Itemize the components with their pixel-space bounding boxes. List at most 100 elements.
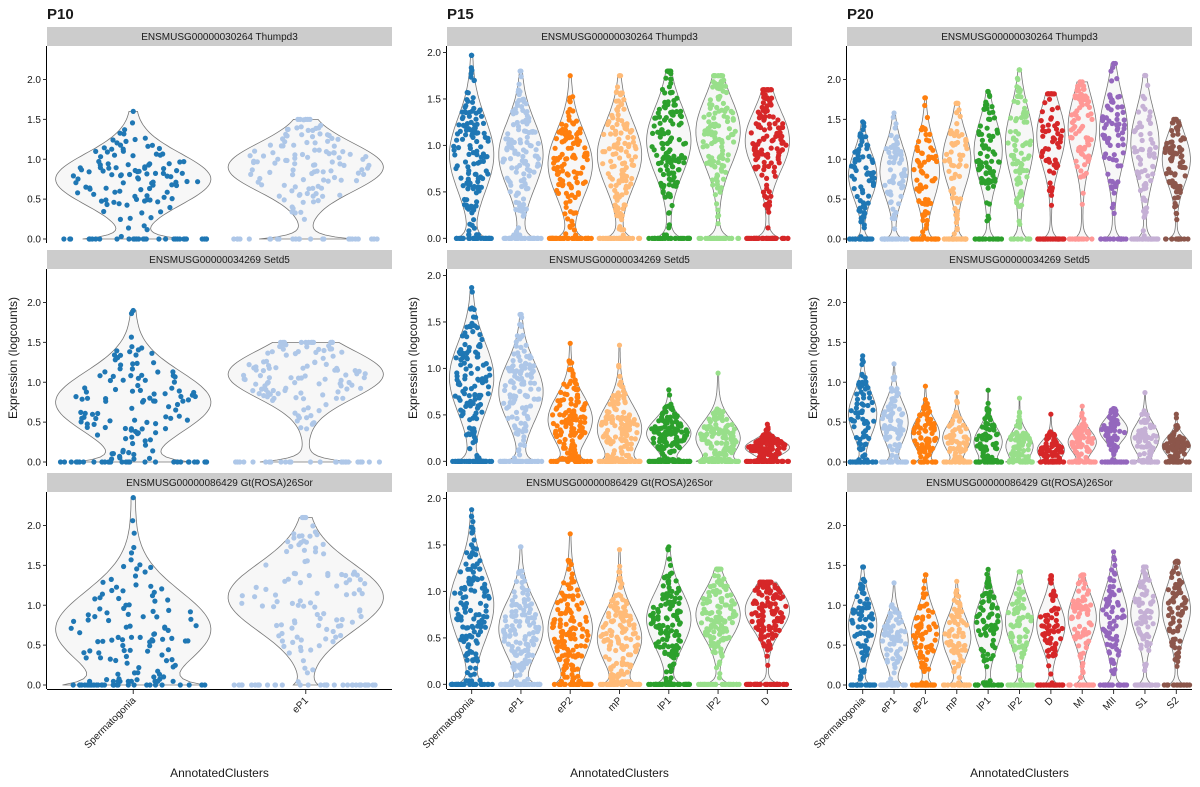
data-point	[472, 396, 478, 402]
data-point	[957, 162, 963, 168]
data-point	[666, 84, 673, 90]
violin-lp1	[646, 68, 693, 241]
data-point	[304, 415, 310, 421]
data-point	[183, 236, 189, 242]
data-point	[338, 623, 344, 629]
data-point	[668, 135, 675, 141]
data-point	[464, 458, 470, 464]
data-point	[294, 125, 300, 131]
data-point	[304, 558, 310, 564]
violin-lp1	[972, 88, 1005, 242]
data-point	[131, 682, 137, 688]
data-point	[456, 235, 462, 241]
data-point	[566, 181, 572, 187]
data-point	[84, 424, 90, 430]
data-point	[320, 392, 326, 398]
data-point	[660, 190, 666, 196]
data-point	[1024, 174, 1030, 180]
data-point	[275, 391, 281, 397]
data-point	[564, 156, 570, 162]
data-point	[513, 229, 520, 235]
data-point	[719, 417, 726, 424]
data-point	[561, 639, 568, 645]
data-point	[471, 428, 477, 434]
data-point	[166, 607, 172, 614]
data-point	[681, 681, 687, 688]
data-point	[661, 445, 667, 451]
data-point	[569, 666, 576, 672]
data-point	[75, 190, 81, 196]
data-point	[613, 89, 620, 95]
data-point	[534, 153, 540, 159]
data-point	[324, 626, 330, 633]
data-point	[724, 118, 731, 125]
data-point	[603, 631, 609, 637]
data-point	[462, 376, 468, 382]
data-point	[781, 681, 787, 688]
data-point	[863, 134, 869, 140]
data-point	[171, 459, 177, 465]
data-point	[259, 603, 265, 609]
data-point	[114, 140, 120, 146]
data-point	[517, 162, 523, 168]
data-point	[521, 176, 527, 182]
data-point	[524, 681, 530, 688]
data-point	[472, 235, 478, 241]
violin-spermatogonia	[55, 108, 212, 242]
data-point	[535, 140, 541, 147]
data-point	[467, 363, 473, 369]
data-point	[886, 149, 892, 155]
data-point	[150, 448, 156, 454]
data-point	[755, 164, 761, 170]
y-tick-label: 2.0	[27, 75, 41, 86]
data-point	[676, 632, 682, 639]
data-point	[291, 531, 297, 537]
data-point	[479, 409, 485, 415]
data-point	[168, 415, 174, 421]
data-point	[125, 225, 132, 231]
data-point	[462, 609, 468, 615]
data-point	[600, 235, 606, 241]
data-point	[454, 370, 460, 376]
data-point	[85, 617, 91, 623]
data-point	[267, 236, 274, 242]
data-point	[267, 169, 273, 175]
data-point	[650, 619, 656, 625]
data-point	[177, 159, 183, 165]
data-point	[146, 455, 153, 461]
data-point	[917, 182, 923, 188]
data-point	[203, 236, 209, 242]
data-point	[151, 391, 157, 397]
data-point	[613, 647, 619, 654]
data-point	[253, 381, 259, 387]
data-point	[277, 343, 283, 350]
data-point	[891, 143, 897, 149]
violin-shape	[55, 111, 212, 240]
data-point	[718, 78, 724, 85]
data-point	[746, 235, 752, 241]
data-point	[750, 444, 757, 450]
data-point	[574, 587, 581, 593]
data-point	[464, 350, 470, 356]
data-point	[729, 598, 735, 604]
data-point	[279, 682, 285, 688]
data-point	[155, 369, 161, 375]
data-point	[153, 430, 159, 436]
data-point	[572, 626, 579, 632]
violin-ep1	[227, 116, 384, 242]
data-point	[924, 173, 930, 179]
data-point	[631, 622, 637, 628]
data-point	[665, 154, 671, 160]
data-point	[152, 398, 158, 404]
data-point	[522, 421, 528, 427]
data-point	[463, 366, 469, 372]
data-point	[732, 128, 738, 134]
data-point	[587, 681, 593, 688]
data-point	[667, 429, 673, 435]
data-point	[339, 616, 345, 623]
data-point	[1013, 118, 1019, 124]
data-point	[606, 614, 612, 620]
data-point	[164, 189, 170, 195]
data-point	[772, 121, 778, 127]
